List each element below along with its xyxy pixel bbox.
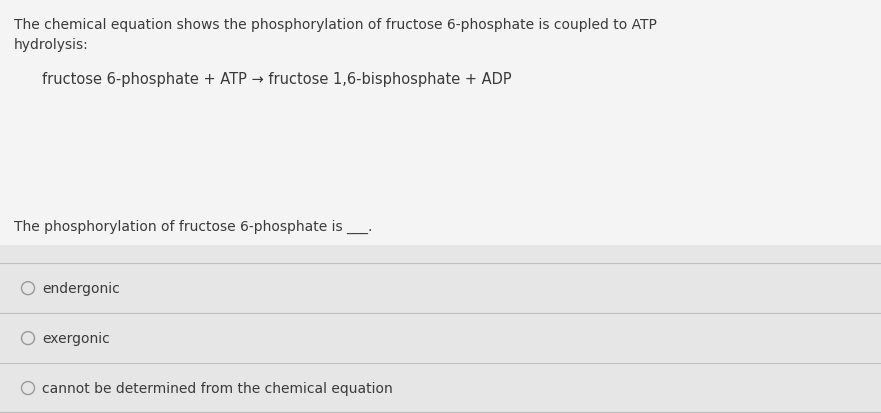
Text: exergonic: exergonic <box>42 331 110 345</box>
Text: endergonic: endergonic <box>42 282 120 295</box>
Text: hydrolysis:: hydrolysis: <box>14 38 89 52</box>
Bar <box>0 246 881 413</box>
Text: cannot be determined from the chemical equation: cannot be determined from the chemical e… <box>42 381 393 395</box>
Text: The chemical equation shows the phosphorylation of fructose 6-phosphate is coupl: The chemical equation shows the phosphor… <box>14 18 657 32</box>
Text: fructose 6-phosphate + ATP → fructose 1,6-bisphosphate + ADP: fructose 6-phosphate + ATP → fructose 1,… <box>42 72 512 87</box>
Bar <box>0 0 881 246</box>
Text: The phosphorylation of fructose 6-phosphate is ___.: The phosphorylation of fructose 6-phosph… <box>14 220 373 234</box>
